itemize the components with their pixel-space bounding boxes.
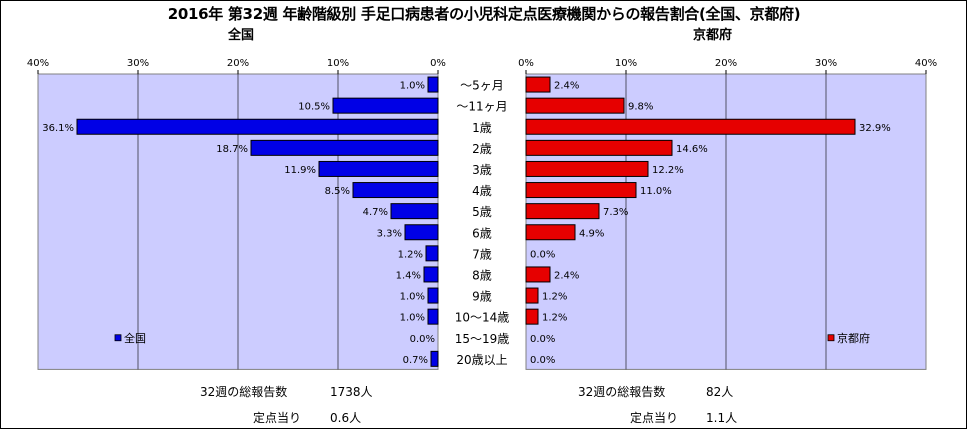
national-data-label: 1.0%	[400, 81, 425, 92]
national-tick-label: 20%	[227, 58, 249, 69]
national-tick-label: 30%	[127, 58, 149, 69]
national-tick-label: 0%	[430, 58, 446, 69]
age-category-label: 1歳	[472, 121, 492, 135]
kyoto-bar	[525, 97, 625, 114]
kyoto-per-site-label: 定点当り	[630, 411, 679, 425]
kyoto-data-label: 14.6%	[676, 144, 708, 155]
national-data-label: 1.0%	[400, 313, 425, 324]
national-legend-swatch	[114, 334, 122, 342]
kyoto-data-label: 2.4%	[554, 81, 579, 92]
national-bar	[352, 182, 439, 199]
national-bar	[427, 287, 439, 304]
kyoto-tick-label: 30%	[815, 58, 837, 69]
national-bar	[427, 308, 439, 325]
kyoto-tick-label: 20%	[715, 58, 737, 69]
kyoto-bar	[525, 160, 649, 177]
national-data-label: 1.2%	[398, 249, 423, 260]
national-bar	[425, 245, 439, 262]
age-category-label: ～11ヶ月	[456, 100, 507, 114]
national-panel-title: 全国	[228, 28, 255, 43]
age-category-label: 15～19歳	[455, 332, 510, 346]
national-bar	[404, 224, 439, 241]
age-category-label: ～5ヶ月	[460, 79, 504, 93]
kyoto-data-label: 0.0%	[530, 334, 555, 345]
national-bar	[430, 350, 439, 367]
national-data-label: 1.4%	[396, 270, 421, 281]
kyoto-bar	[525, 203, 600, 220]
national-data-label: 18.7%	[216, 144, 248, 155]
kyoto-bar	[525, 76, 551, 93]
kyoto-data-label: 4.9%	[579, 228, 604, 239]
kyoto-data-label: 1.2%	[542, 292, 567, 303]
kyoto-per-site-value: 1.1人	[706, 411, 738, 425]
national-per-site-label: 定点当り	[253, 411, 302, 425]
age-category-label: 10～14歳	[455, 311, 510, 325]
kyoto-legend-label: 京都府	[837, 331, 870, 345]
national-data-label: 0.0%	[410, 334, 435, 345]
national-bar	[332, 97, 439, 114]
national-bar	[427, 76, 439, 93]
kyoto-total-label: 32週の総報告数	[578, 385, 666, 399]
kyoto-data-label: 11.0%	[640, 186, 672, 197]
national-legend-label: 全国	[124, 331, 146, 345]
national-total-value: 1738人	[330, 385, 373, 399]
national-data-label: 1.0%	[400, 292, 425, 303]
national-data-label: 3.3%	[377, 228, 402, 239]
national-bar	[318, 160, 439, 177]
kyoto-bar	[525, 308, 539, 325]
chart-title: 2016年 第32週 年齢階級別 手足口病患者の小児科定点医療機関からの報告割合…	[167, 5, 801, 23]
national-data-label: 11.9%	[284, 165, 316, 176]
national-bar	[423, 266, 439, 283]
age-category-label: 3歳	[472, 163, 492, 177]
kyoto-data-label: 2.4%	[554, 270, 579, 281]
kyoto-bar	[525, 139, 673, 156]
kyoto-legend-swatch	[827, 334, 835, 342]
national-data-label: 8.5%	[325, 186, 350, 197]
kyoto-bar	[525, 182, 637, 199]
kyoto-bar	[525, 118, 856, 135]
kyoto-bar	[525, 266, 551, 283]
age-category-label: 5歳	[472, 205, 492, 219]
kyoto-bar	[525, 224, 576, 241]
kyoto-data-label: 9.8%	[628, 102, 653, 113]
kyoto-data-label: 7.3%	[603, 207, 628, 218]
age-category-label: 8歳	[472, 268, 492, 282]
kyoto-bar	[525, 287, 539, 304]
age-category-label: 6歳	[472, 226, 492, 240]
national-data-label: 4.7%	[363, 207, 388, 218]
national-data-label: 36.1%	[42, 123, 74, 134]
kyoto-tick-label: 10%	[615, 58, 637, 69]
kyoto-data-label: 1.2%	[542, 313, 567, 324]
national-tick-label: 40%	[27, 58, 49, 69]
national-per-site-value: 0.6人	[330, 411, 362, 425]
national-tick-label: 10%	[327, 58, 349, 69]
age-category-label: 20歳以上	[456, 353, 507, 367]
national-data-label: 0.7%	[403, 355, 428, 366]
kyoto-tick-label: 40%	[915, 58, 937, 69]
national-total-label: 32週の総報告数	[200, 385, 288, 399]
kyoto-data-label: 12.2%	[652, 165, 684, 176]
kyoto-tick-label: 0%	[518, 58, 534, 69]
age-category-label: 4歳	[472, 184, 492, 198]
kyoto-data-label: 0.0%	[530, 355, 555, 366]
national-data-label: 10.5%	[298, 102, 330, 113]
age-category-label: 9歳	[472, 290, 492, 304]
age-category-label: 7歳	[472, 247, 492, 261]
national-bar	[76, 118, 439, 135]
age-category-label: 2歳	[472, 142, 492, 156]
kyoto-total-value: 82人	[706, 385, 734, 399]
national-bar	[250, 139, 439, 156]
kyoto-data-label: 32.9%	[859, 123, 891, 134]
kyoto-panel-title: 京都府	[693, 28, 733, 43]
kyoto-data-label: 0.0%	[530, 249, 555, 260]
national-bar	[390, 203, 439, 220]
